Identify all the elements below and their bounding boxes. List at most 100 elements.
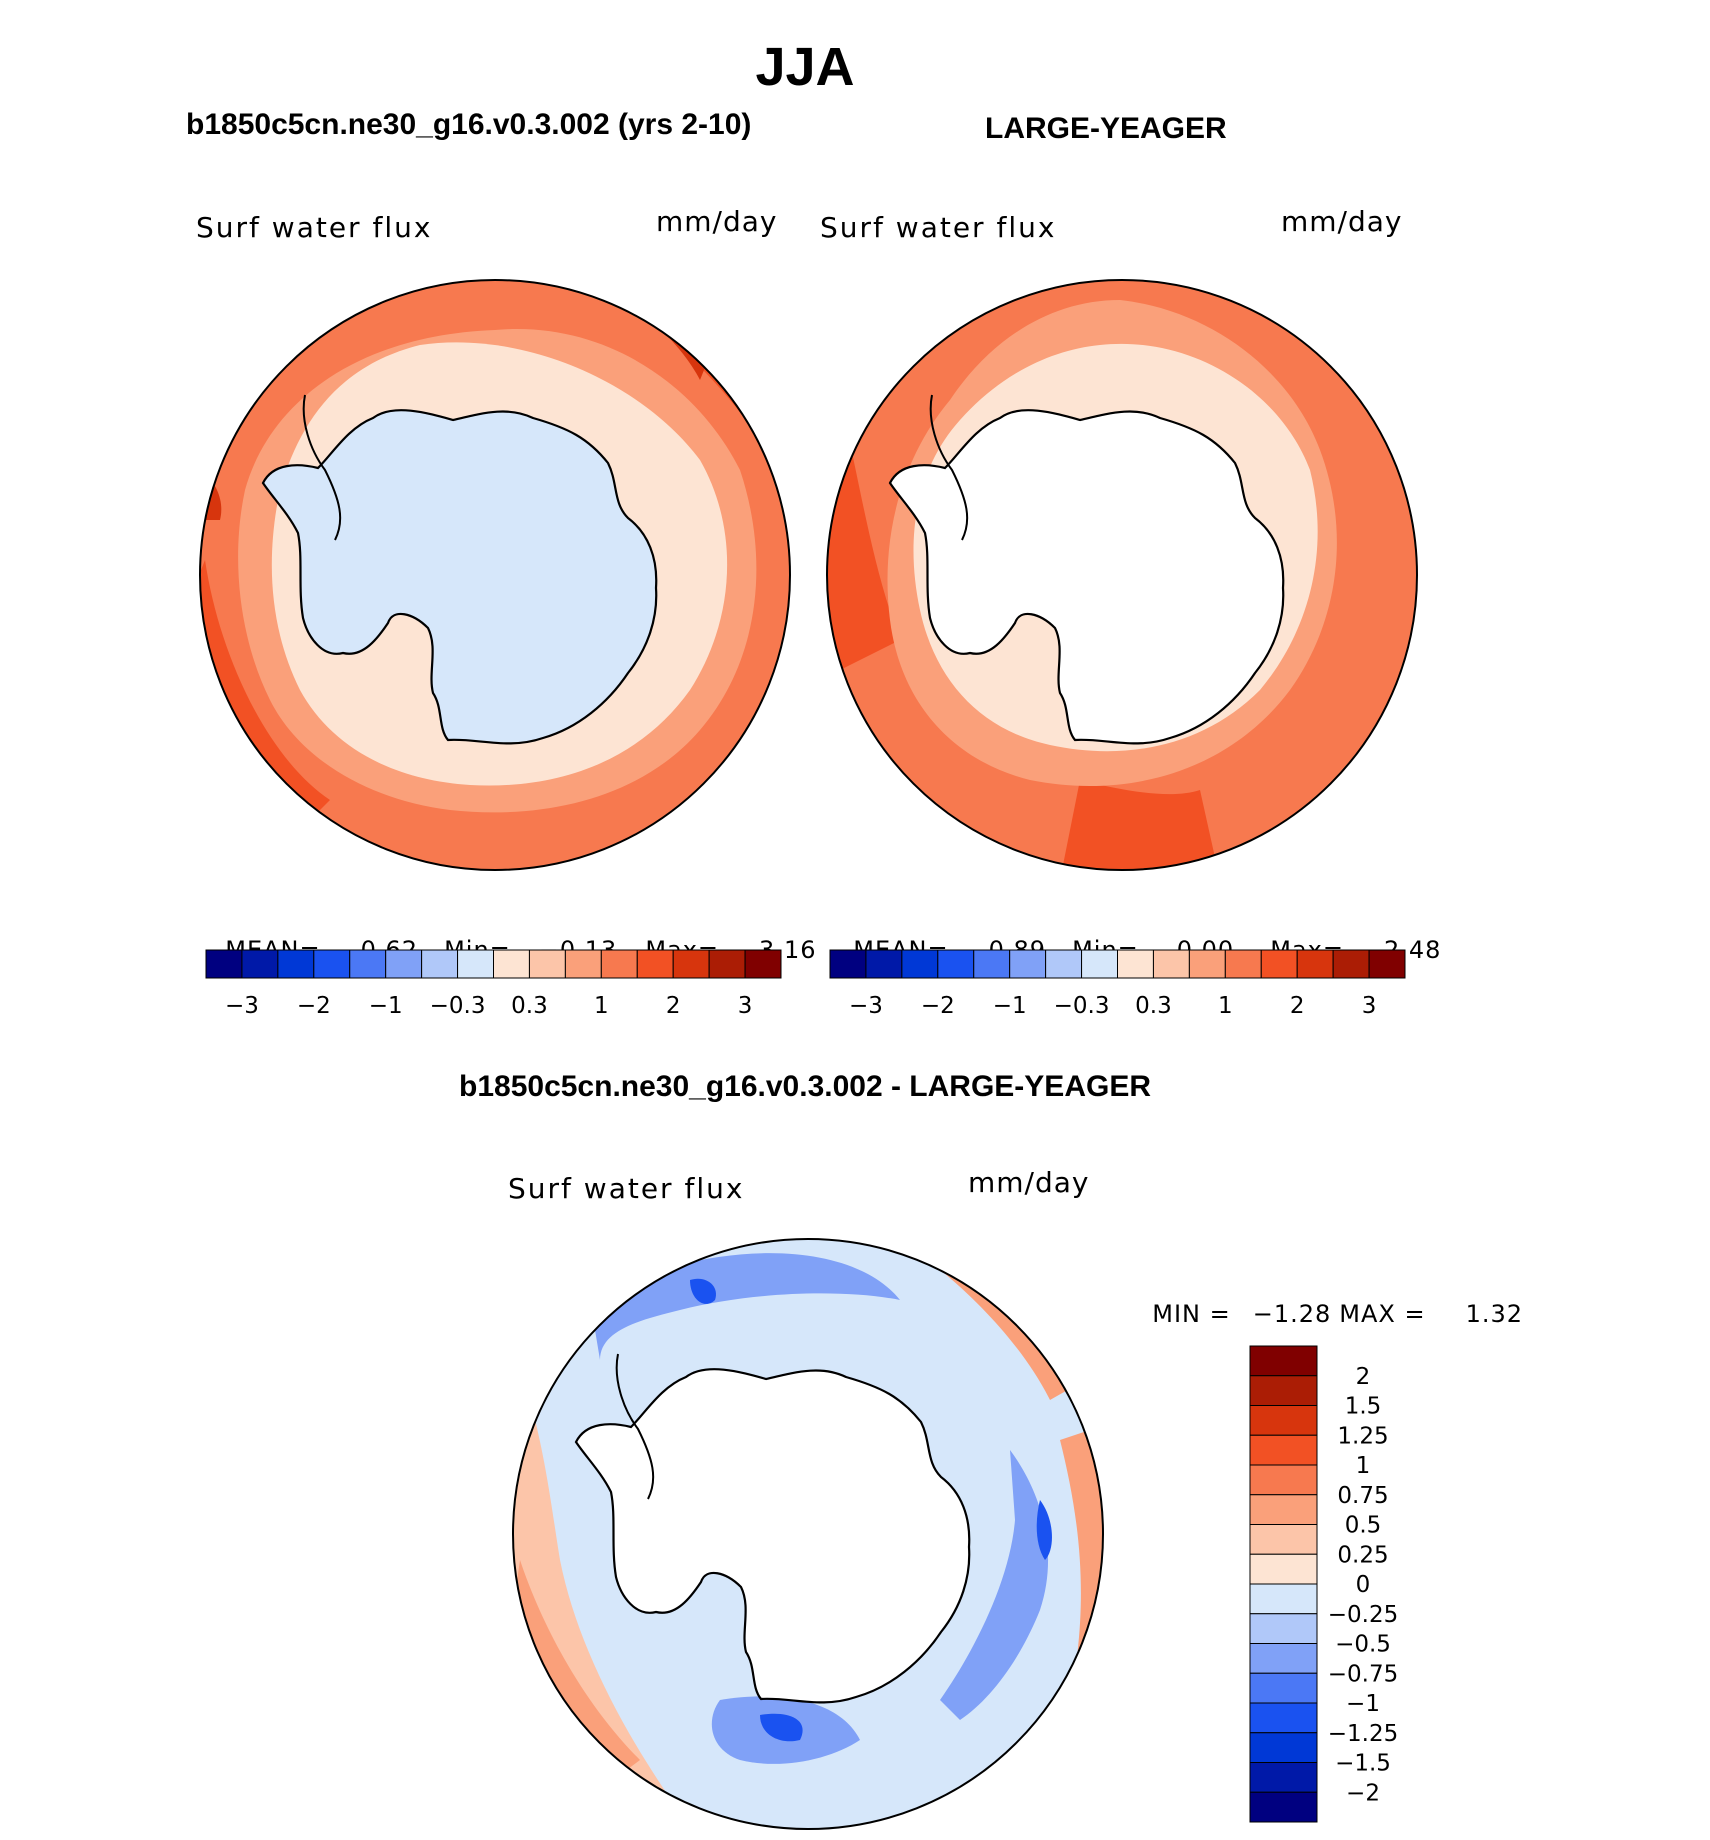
case-map-border [199, 279, 791, 871]
diff-colorbar: 2 1.5 1.25 1 0.75 0.5 0.25 0 −0.25 −0.5 −0.75 −1 −1.… [1249, 1345, 1398, 1823]
case-colorbar-tick: 3 [738, 993, 753, 1019]
obs-colorbar-cell [1368, 949, 1406, 979]
obs-colorbar-cell [1081, 949, 1118, 979]
case-colorbar-cell [313, 949, 351, 979]
diff-colorbar-cell [1249, 1583, 1318, 1615]
diff-colorbar-tick: 2 [1356, 1364, 1371, 1390]
obs-colorbar-cell [901, 949, 939, 979]
diff-colorbar-cell [1249, 1643, 1318, 1674]
diff-colorbar-cell [1249, 1524, 1318, 1555]
diff-east-positive [1060, 1420, 1103, 1700]
obs-colorbar-tick: −0.3 [1054, 993, 1110, 1019]
obs-colorbar-tick: 0.3 [1135, 993, 1172, 1019]
diff-colorbar-tick: −1.5 [1335, 1751, 1391, 1777]
case-colorbar-tick: 0.3 [511, 993, 548, 1019]
obs-south-maximum [1060, 780, 1220, 870]
diff-colorbar-cell [1249, 1494, 1318, 1525]
diff-colorbar-tick: 0.5 [1345, 1513, 1382, 1539]
diff-colorbar-tick: −0.25 [1328, 1602, 1398, 1628]
case-colorbar-cell [241, 949, 279, 979]
diff-map [513, 1239, 1103, 1829]
obs-colorbar-tick: −3 [849, 993, 883, 1019]
diff-colorbar-tick: −1.25 [1328, 1721, 1398, 1747]
case-colorbar: −3 −2 −1 −0.3 0.3 1 2 3 [205, 949, 782, 1019]
case-colorbar-tick: 1 [594, 993, 609, 1019]
diff-colorbar-cell [1249, 1613, 1318, 1644]
case-colorbar-cell [672, 949, 710, 979]
diff-colorbar-tick: 1.25 [1337, 1423, 1388, 1449]
case-colorbar-tick: −2 [297, 993, 331, 1019]
obs-colorbar-cell [865, 949, 903, 979]
obs-title: LARGE-YEAGER [985, 112, 1227, 145]
case-colorbar-cell [493, 949, 530, 979]
diff-map-border [512, 1238, 1104, 1830]
obs-map-border [826, 279, 1418, 871]
case-units-label: mm/day [656, 205, 778, 238]
diff-colorbar-cell [1249, 1791, 1318, 1823]
diff-south-minimum [760, 1713, 803, 1742]
case-colorbar-tick: 2 [666, 993, 681, 1019]
case-colorbar-tick: −3 [225, 993, 259, 1019]
obs-colorbar-tick: −2 [921, 993, 955, 1019]
diff-colorbar-cell [1249, 1553, 1318, 1585]
diff-north-negative [590, 1253, 900, 1360]
obs-colorbar-cell [937, 949, 975, 979]
case-map [200, 280, 790, 870]
obs-colorbar-cell [829, 949, 867, 979]
diff-colorbar-tick: 0.75 [1337, 1483, 1388, 1509]
case-colorbar-cell [708, 949, 746, 979]
case-colorbar-cell [564, 949, 602, 979]
case-colorbar-tick: −1 [369, 993, 403, 1019]
obs-colorbar-cell [1009, 949, 1047, 979]
diff-colorbar-cell [1249, 1702, 1318, 1734]
obs-colorbar-cell [1332, 949, 1370, 979]
diff-colorbar-tick: 1 [1356, 1453, 1371, 1479]
diff-stats: MIN = −1.28 MAX = 1.32 [1135, 1272, 1523, 1328]
diff-title: b1850c5cn.ne30_g16.v0.3.002 - LARGE-YEAG… [459, 1070, 1151, 1103]
diff-colorbar-tick: 0.25 [1337, 1542, 1388, 1568]
diff-colorbar-tick: −0.5 [1335, 1632, 1391, 1658]
season-title: JJA [755, 37, 855, 97]
diff-colorbar-cell [1249, 1345, 1318, 1377]
diff-min-label: MIN = [1152, 1300, 1231, 1328]
obs-colorbar-cell [1260, 949, 1298, 979]
case-colorbar-cell [528, 949, 566, 979]
obs-colorbar-cell [1117, 949, 1154, 979]
obs-colorbar: −3 −2 −1 −0.3 0.3 1 2 3 [829, 949, 1406, 1019]
diff-colorbar-tick: −0.75 [1328, 1661, 1398, 1687]
diff-max-value: 1.32 [1465, 1300, 1524, 1328]
diff-north-minimum [690, 1278, 716, 1304]
case-variable-label: Surf water flux [196, 211, 433, 244]
case-title: b1850c5cn.ne30_g16.v0.3.002 (yrs 2-10) [186, 108, 752, 141]
obs-colorbar-tick: 2 [1290, 993, 1305, 1019]
case-colorbar-cell [744, 949, 782, 979]
diff-colorbar-tick: 0 [1356, 1572, 1371, 1598]
case-colorbar-cell [385, 949, 423, 979]
case-colorbar-cell [205, 949, 243, 979]
diff-colorbar-cell [1249, 1732, 1318, 1763]
case-peninsula-coast [302, 394, 342, 541]
diff-min-value: −1.28 [1252, 1300, 1332, 1328]
obs-peninsula-coast [929, 394, 969, 541]
diff-units-label: mm/day [968, 1166, 1090, 1199]
case-colorbar-tick: −0.3 [430, 993, 486, 1019]
case-colorbar-cell [636, 949, 674, 979]
diff-colorbar-cell [1249, 1375, 1318, 1406]
diff-colorbar-tick: −1 [1346, 1691, 1380, 1717]
diff-east-negative [940, 1450, 1049, 1720]
obs-colorbar-tick: 3 [1362, 993, 1377, 1019]
diff-colorbar-cell [1249, 1405, 1318, 1436]
obs-colorbar-cell [1045, 949, 1083, 979]
obs-colorbar-tick: 1 [1218, 993, 1233, 1019]
diff-colorbar-cell [1249, 1762, 1318, 1793]
diff-colorbar-tick: 1.5 [1345, 1394, 1382, 1420]
case-colorbar-cell [457, 949, 494, 979]
obs-colorbar-tick: −1 [993, 993, 1027, 1019]
case-colorbar-cell [600, 949, 638, 979]
obs-colorbar-cell [1152, 949, 1190, 979]
obs-colorbar-cell [973, 949, 1011, 979]
case-colorbar-cell [421, 949, 459, 979]
diff-colorbar-cell [1249, 1464, 1318, 1496]
